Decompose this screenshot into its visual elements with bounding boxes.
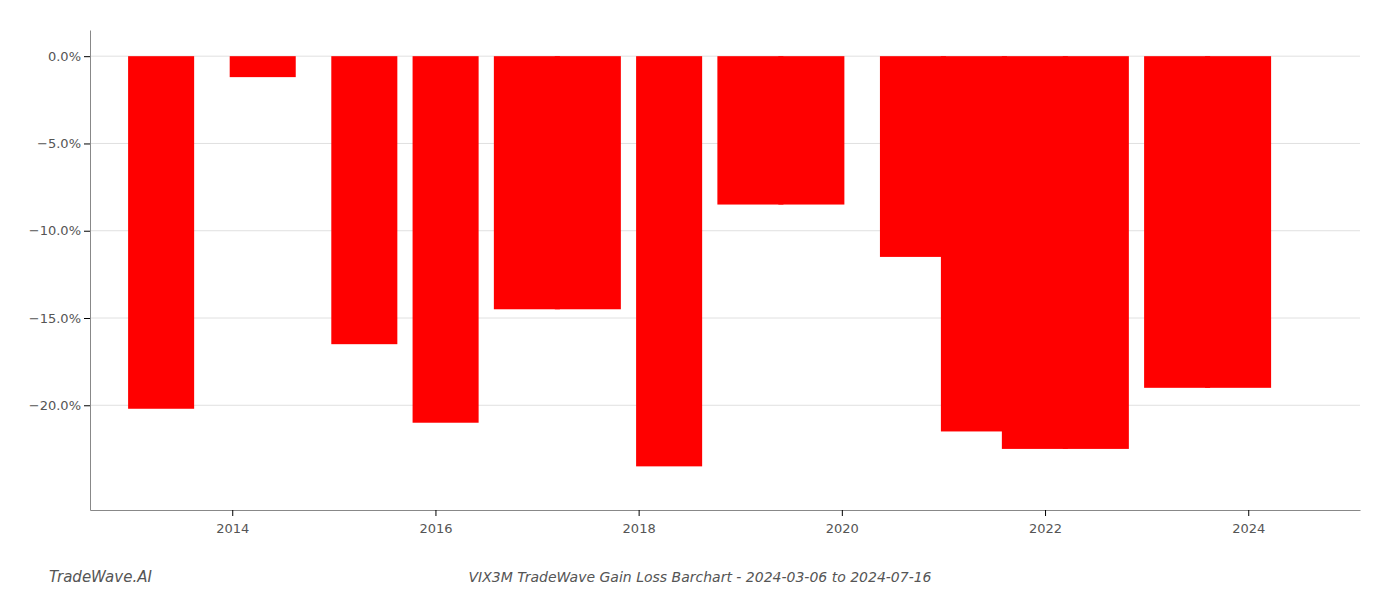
grid-line — [90, 405, 1360, 406]
grid — [90, 56, 1360, 405]
y-tick-line — [84, 318, 90, 319]
x-tick: 2018 — [623, 510, 656, 536]
bar — [941, 56, 1007, 431]
x-tick-label: 2014 — [216, 521, 249, 536]
x-tick-line — [232, 510, 233, 516]
bar — [230, 56, 296, 77]
x-tick-label: 2020 — [826, 521, 859, 536]
x-tick: 2022 — [1029, 510, 1062, 536]
chart-svg: 2014 2016 2018 2020 2022 2024 0.0% −5.0% −10.0% −… — [0, 0, 1400, 600]
x-tick-label: 2016 — [419, 521, 452, 536]
y-axis: 0.0% −5.0% −10.0% −15.0% −20.0% — [29, 31, 91, 511]
x-tick: 2020 — [826, 510, 859, 536]
y-tick-line — [84, 56, 90, 57]
bar — [128, 56, 194, 409]
bar — [1144, 56, 1210, 388]
bar — [1063, 56, 1129, 449]
bar — [636, 56, 702, 466]
y-tick: 0.0% — [48, 49, 90, 64]
bar — [880, 56, 946, 257]
x-axis-line — [91, 510, 1361, 511]
y-tick: −10.0% — [29, 223, 90, 238]
x-tick-line — [639, 510, 640, 516]
x-tick-label: 2022 — [1029, 521, 1062, 536]
y-tick: −20.0% — [29, 398, 90, 413]
y-tick-label: −10.0% — [29, 223, 81, 238]
x-tick-line — [1248, 510, 1249, 516]
bar — [413, 56, 479, 423]
x-tick-label: 2018 — [623, 521, 656, 536]
bar — [494, 56, 560, 309]
y-axis-line — [90, 31, 91, 511]
y-tick-label: 0.0% — [48, 49, 81, 64]
x-tick-line — [842, 510, 843, 516]
bar — [1205, 56, 1271, 388]
x-tick: 2024 — [1232, 510, 1265, 536]
bar — [555, 56, 621, 309]
y-tick-label: −15.0% — [29, 311, 81, 326]
y-tick-line — [84, 231, 90, 232]
bar — [1002, 56, 1068, 449]
y-tick-line — [84, 143, 90, 144]
bar — [331, 56, 397, 344]
y-tick: −5.0% — [37, 136, 90, 151]
x-tick-line — [435, 510, 436, 516]
x-tick: 2016 — [419, 510, 452, 536]
bar — [717, 56, 783, 204]
x-tick-label: 2024 — [1232, 521, 1265, 536]
y-tick-label: −5.0% — [37, 136, 81, 151]
annotation: TradeWave.AI — [49, 568, 152, 586]
title: VIX3M TradeWave Gain Loss Barchart - 202… — [468, 569, 931, 585]
bar — [778, 56, 844, 204]
x-axis: 2014 2016 2018 2020 2022 2024 — [91, 510, 1361, 536]
y-tick: −15.0% — [29, 311, 90, 326]
y-tick-line — [84, 405, 90, 406]
chart-container: 2014 2016 2018 2020 2022 2024 0.0% −5.0% −10.0% −… — [0, 0, 1400, 600]
x-tick-line — [1045, 510, 1046, 516]
x-tick: 2014 — [216, 510, 249, 536]
plot-area — [128, 56, 1271, 466]
y-tick-label: −20.0% — [29, 398, 81, 413]
